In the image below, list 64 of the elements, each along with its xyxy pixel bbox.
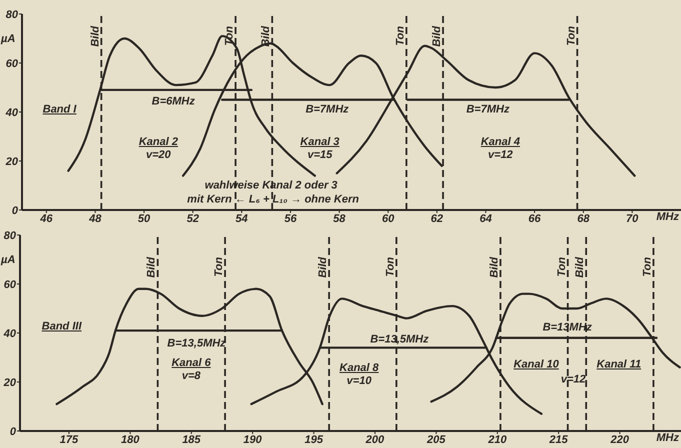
- x-tick-label: 200: [364, 434, 386, 446]
- x-axis-title: MHz: [656, 211, 679, 224]
- y-tick-label: 0: [12, 204, 19, 217]
- y-axis-title: µA: [1, 32, 16, 44]
- x-tick-label: 68: [577, 212, 590, 225]
- x-tick-label: 46: [39, 212, 54, 225]
- x-tick-label: 58: [333, 212, 346, 225]
- x-tick-label: 220: [610, 434, 630, 446]
- x-tick-label: 180: [120, 434, 140, 446]
- ref-line-label: Ton: [565, 26, 578, 46]
- y-tick-label: 20: [2, 376, 17, 389]
- ref-line-label: Bild: [317, 256, 330, 278]
- x-tick-label: 62: [430, 212, 444, 225]
- ref-line-label: Ton: [213, 256, 226, 277]
- annotation: Kanal 2 v=20: [138, 136, 178, 162]
- ref-line-label: Bild: [146, 256, 158, 278]
- x-tick-label: 185: [182, 434, 202, 446]
- annotation: mit Kern ← L₆ + L₁₀ → ohne Kern: [187, 194, 359, 207]
- annotation: Kanal 8 v=10: [340, 362, 379, 388]
- annotation: B=6MHz: [152, 96, 195, 109]
- x-tick-label: 205: [426, 434, 446, 446]
- annotation: B=7MHz: [306, 103, 349, 116]
- x-tick-label: 195: [304, 434, 324, 446]
- ref-line-label: Bild: [431, 26, 444, 47]
- y-tick-label: 80: [4, 230, 17, 242]
- y-tick-label: 0: [10, 426, 17, 438]
- y-axis-title: µA: [1, 254, 16, 266]
- annotation: Kanal 10: [514, 358, 559, 372]
- x-tick-label: 56: [284, 212, 298, 225]
- ref-line-label: Ton: [641, 256, 654, 277]
- annotation: v=12: [560, 373, 586, 386]
- y-tick-label: 60: [6, 58, 19, 70]
- x-tick-label: 215: [548, 434, 569, 446]
- x-tick-label: 48: [88, 212, 102, 225]
- x-tick-label: 64: [480, 212, 492, 225]
- x-tick-label: 66: [528, 212, 542, 225]
- x-tick-label: 50: [138, 212, 152, 225]
- annotation: Band I: [42, 103, 76, 116]
- annotation: Kanal 4 v=12: [480, 136, 520, 162]
- ref-line-label: Ton: [394, 26, 406, 46]
- ref-line-label: Bild: [89, 26, 102, 47]
- annotation: Kanal 11: [596, 358, 642, 372]
- ref-line-label: Bild: [574, 256, 586, 278]
- y-tick-label: 60: [4, 278, 17, 291]
- annotation: B=7MHz: [466, 103, 510, 116]
- annotation: Band III: [42, 320, 82, 334]
- x-axis-title: MHz: [656, 432, 679, 445]
- y-tick-label: 20: [4, 156, 19, 168]
- x-tick-label: 210: [487, 434, 508, 446]
- x-tick-label: 70: [626, 212, 640, 225]
- x-tick-label: 54: [236, 212, 248, 225]
- annotation: Kanal 3 v=15: [300, 136, 340, 162]
- x-tick-label: 175: [60, 434, 80, 446]
- y-tick-label: 40: [4, 106, 19, 119]
- annotation: Kanal 6 v=8: [172, 356, 211, 383]
- x-tick-label: 190: [243, 434, 263, 446]
- ref-line-label: Ton: [556, 256, 568, 277]
- ref-line-label: Bild: [488, 256, 500, 278]
- annotation: B=13,5MHz: [167, 337, 226, 350]
- ref-line-label: Ton: [384, 256, 396, 277]
- y-tick-label: 80: [6, 8, 19, 21]
- x-tick-label: 52: [186, 212, 199, 225]
- y-tick-label: 40: [2, 328, 17, 340]
- x-tick-label: 60: [382, 212, 396, 225]
